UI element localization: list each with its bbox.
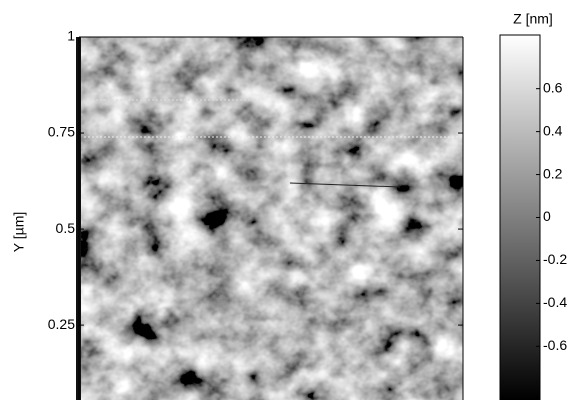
y-tick-label: 0.75	[48, 124, 75, 140]
colorbar	[499, 34, 541, 400]
afm-image	[79, 37, 463, 400]
colorbar-label: Z [nm]	[513, 11, 553, 27]
colorbar-tick-label: 0	[543, 208, 551, 224]
colorbar-tick-label: -0.6	[543, 337, 567, 353]
y-tick-label: 0.25	[48, 316, 75, 332]
colorbar-tick-label: 0.6	[543, 79, 563, 95]
colorbar-tick-label: -0.2	[543, 251, 567, 267]
scan-artifact	[289, 182, 401, 188]
colorbar-tick-label: 0.4	[543, 122, 563, 138]
y-tick-label: 1	[67, 28, 75, 44]
colorbar-tick-label: -0.4	[543, 294, 567, 310]
y-axis-label: Y [µm]	[11, 212, 27, 252]
colorbar-tick-label: 0.2	[543, 165, 563, 181]
y-tick-label: 0.5	[56, 220, 76, 236]
